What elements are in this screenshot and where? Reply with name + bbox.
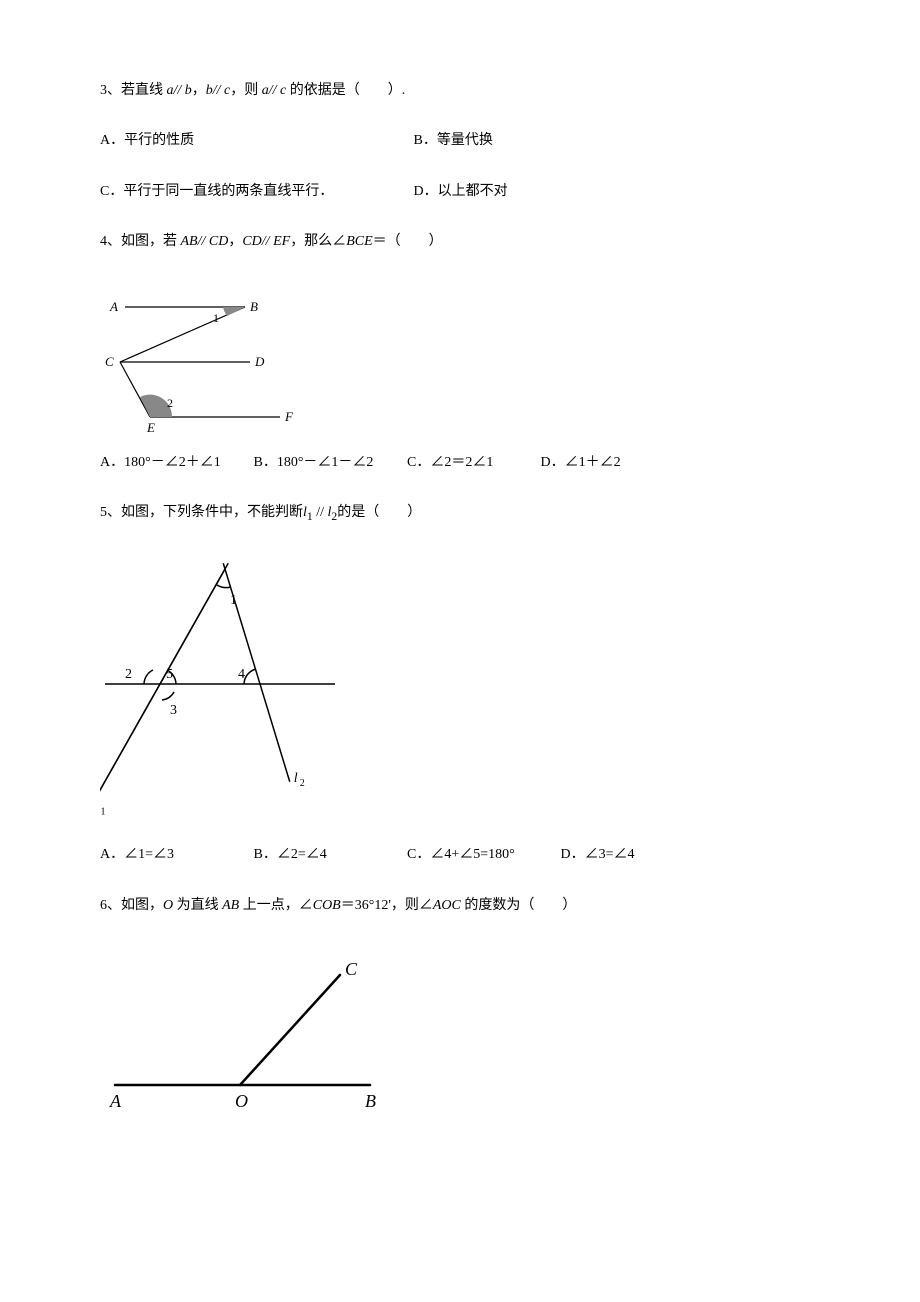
svg-text:2: 2	[300, 778, 305, 789]
question-4: 4、如图，若 AB// CD，CD// EF，那么∠BCE＝（ ）	[100, 231, 820, 253]
svg-text:F: F	[284, 409, 294, 424]
q4-italic-2: CD// EF	[242, 234, 290, 249]
q6-t3: 上一点，∠	[239, 898, 313, 913]
q4-prefix: 4、如图，若	[100, 234, 181, 249]
q5-option-d: D．∠3=∠4	[561, 844, 635, 866]
q6-i1: O	[163, 898, 173, 913]
q6-i2: AB	[222, 898, 239, 913]
q5-sep: //	[313, 505, 328, 520]
q3-option-b: B．等量代换	[414, 130, 493, 152]
q3-option-d: D．以上都不对	[414, 181, 508, 203]
q4-options: A．180°－∠2＋∠1 B．180°－∠1－∠2 C．∠2＝2∠1 D．∠1＋…	[100, 452, 820, 474]
q4-option-d: D．∠1＋∠2	[541, 452, 621, 474]
q4-option-a: A．180°－∠2＋∠1	[100, 452, 250, 474]
svg-text:C: C	[105, 354, 114, 369]
q6-i3: COB	[313, 898, 341, 913]
svg-text:1: 1	[213, 311, 219, 325]
q3-text: 3、若直线 a// b，b// c，则 a// c 的依据是（ ）.	[100, 83, 405, 98]
q4-figure: A B C D E F 1 2	[100, 282, 310, 432]
q5-options: A．∠1=∠3 B．∠2=∠4 C．∠4+∠5=180° D．∠3=∠4	[100, 844, 820, 866]
q6-t4: ＝36°12'，则∠	[341, 898, 433, 913]
q3-italic-2: b// c	[206, 83, 231, 98]
q4-option-c: C．∠2＝2∠1	[407, 452, 537, 474]
q4-italic-1: AB// CD	[181, 234, 229, 249]
q3-options-row2: C．平行于同一直线的两条直线平行． D．以上都不对	[100, 181, 820, 203]
svg-text:O: O	[235, 1091, 248, 1111]
q3-suffix: 的依据是（ ）.	[286, 83, 405, 98]
svg-text:D: D	[254, 354, 265, 369]
q5-option-c: C．∠4+∠5=180°	[407, 844, 557, 866]
q6-suffix: 的度数为（ ）	[461, 898, 577, 913]
q4-italic-3: BCE	[346, 234, 372, 249]
svg-text:1: 1	[101, 807, 106, 818]
svg-text:C: C	[345, 959, 358, 979]
q5-suffix: 的是（ ）	[337, 505, 421, 520]
q5-option-b: B．∠2=∠4	[254, 844, 404, 866]
svg-text:1: 1	[230, 593, 237, 608]
q4-sep1: ，	[228, 234, 242, 249]
svg-text:3: 3	[170, 703, 177, 718]
question-6: 6、如图，O 为直线 AB 上一点，∠COB＝36°12'，则∠AOC 的度数为…	[100, 895, 820, 917]
svg-text:B: B	[250, 299, 258, 314]
q6-i4: AOC	[433, 898, 461, 913]
q3-prefix: 3、若直线	[100, 83, 167, 98]
q3-option-a: A．平行的性质	[100, 130, 410, 152]
q3-italic-3: a// c	[262, 83, 287, 98]
q3-options-row1: A．平行的性质 B．等量代换	[100, 130, 820, 152]
svg-text:E: E	[146, 420, 155, 432]
svg-text:4: 4	[238, 667, 245, 682]
q4-suffix: ＝（ ）	[373, 234, 443, 249]
q6-prefix: 6、如图，	[100, 898, 163, 913]
q3-italic-1: a// b	[167, 83, 192, 98]
q6-t2: 为直线	[173, 898, 222, 913]
question-3: 3、若直线 a// b，b// c，则 a// c 的依据是（ ）.	[100, 80, 820, 102]
svg-text:B: B	[365, 1091, 376, 1111]
svg-text:A: A	[109, 299, 118, 314]
q6-figure: A O B C	[100, 945, 400, 1115]
q4-sep2: ，那么∠	[290, 234, 346, 249]
svg-text:l: l	[294, 771, 298, 786]
q5-prefix: 5、如图，下列条件中，不能判断	[100, 505, 303, 520]
q5-option-a: A．∠1=∠3	[100, 844, 250, 866]
q3-sep2: ，则	[230, 83, 262, 98]
svg-text:A: A	[109, 1091, 122, 1111]
q3-sep1: ，	[192, 83, 206, 98]
q5-figure: 12543l1l2	[100, 554, 340, 824]
question-5: 5、如图，下列条件中，不能判断l1 // l2的是（ ）	[100, 502, 820, 526]
q3-option-c: C．平行于同一直线的两条直线平行．	[100, 181, 410, 203]
svg-text:2: 2	[125, 667, 132, 682]
svg-text:5: 5	[166, 667, 173, 682]
svg-text:2: 2	[167, 396, 173, 410]
q4-option-b: B．180°－∠1－∠2	[254, 452, 404, 474]
